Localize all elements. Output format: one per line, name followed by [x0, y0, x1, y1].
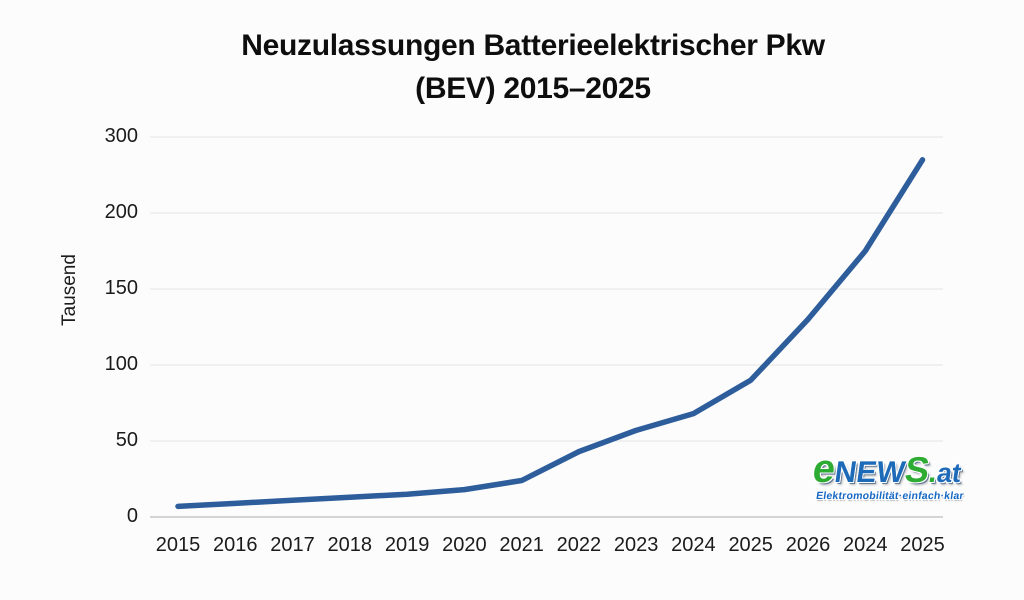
- gridlines: [150, 136, 943, 518]
- y-tick-label: 150: [104, 277, 138, 299]
- bev-data-line: [175, 157, 926, 510]
- x-tick-label: 2024: [842, 534, 888, 556]
- chart-title-line2: (BEV) 2015–2025: [415, 72, 651, 105]
- enews-logo-wordmark: e NEW S. at: [810, 447, 963, 491]
- x-tick-label: 2022: [556, 534, 602, 556]
- x-tick-label: 2025: [900, 534, 945, 556]
- x-tick-label: 2025: [728, 534, 773, 556]
- x-tick-label: 2018: [327, 534, 373, 556]
- chart-title-line1: Neuzulassungen Batterieelektrischer Pkw: [241, 29, 825, 62]
- chart-title: Neuzulassungen Batterieelektrischer Pkw …: [41, 24, 1024, 110]
- y-tick-label: 50: [115, 429, 138, 451]
- x-tick-label: 2016: [213, 534, 258, 556]
- x-tick-label: 2026: [785, 534, 831, 556]
- enews-logo-letter: NEW: [832, 456, 908, 489]
- y-tick-label: 300: [104, 125, 138, 147]
- enews-logo-tagline: Elektromobilität·einfach·klar: [815, 490, 965, 502]
- x-tick-label: 2020: [442, 534, 487, 556]
- x-tick-label: 2021: [499, 534, 544, 556]
- x-tick-label: 2023: [613, 534, 659, 556]
- enews-logo-letter: at: [935, 458, 964, 488]
- x-tick-label: 2024: [671, 534, 716, 556]
- enews-logo: e NEW S. at Elektromobilität·einfach·klar: [810, 447, 965, 502]
- y-tick-label: 200: [104, 201, 138, 223]
- x-tick-label: 2019: [384, 534, 430, 556]
- x-tick-label: 2015: [155, 534, 201, 556]
- x-tick-label: 2017: [270, 534, 315, 556]
- y-tick-label: 100: [104, 353, 138, 375]
- y-tick-label: 0: [126, 505, 138, 527]
